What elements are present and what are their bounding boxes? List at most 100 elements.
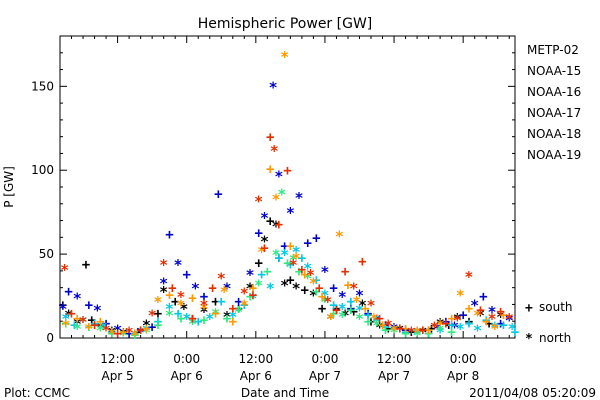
data-point: * <box>473 322 482 340</box>
data-point: + <box>90 316 98 332</box>
data-point: + <box>85 297 93 313</box>
data-point: + <box>154 314 162 330</box>
data-point: * <box>473 307 482 325</box>
data-point: + <box>96 314 104 330</box>
data-point: + <box>136 323 144 339</box>
data-point: * <box>320 293 329 311</box>
data-point: + <box>298 262 306 278</box>
x-tick-label-date: Apr 8 <box>447 369 479 383</box>
data-point: + <box>447 318 455 334</box>
data-point: * <box>199 303 208 321</box>
data-point: + <box>347 294 355 310</box>
data-point: * <box>464 268 473 286</box>
data-point: + <box>295 264 303 280</box>
data-point: * <box>496 308 505 326</box>
data-point: * <box>73 315 82 333</box>
data-point: * <box>107 325 116 343</box>
y-tick-label: 100 <box>31 163 54 177</box>
data-point: + <box>445 318 453 334</box>
data-point: + <box>257 267 265 283</box>
data-point: + <box>119 324 127 340</box>
data-point: + <box>165 287 173 303</box>
data-point: * <box>58 300 67 318</box>
data-point: * <box>119 325 128 343</box>
data-point: + <box>401 323 409 339</box>
data-point: * <box>355 286 364 304</box>
data-point: * <box>292 249 301 267</box>
data-point: + <box>85 319 93 335</box>
data-point: * <box>490 318 499 336</box>
data-point: + <box>286 239 294 255</box>
data-point: * <box>395 322 404 340</box>
data-point: + <box>249 287 257 303</box>
data-point: + <box>347 301 355 317</box>
data-point: + <box>485 316 493 332</box>
data-point: * <box>73 320 82 338</box>
data-point: * <box>355 301 364 319</box>
data-point: * <box>352 293 361 311</box>
data-point: * <box>487 310 496 328</box>
data-point: + <box>465 316 473 332</box>
data-point: + <box>401 321 409 337</box>
data-point: + <box>275 250 283 266</box>
data-point: * <box>430 318 439 336</box>
data-point: + <box>447 324 455 340</box>
data-point: * <box>505 310 514 328</box>
data-point: + <box>211 294 219 310</box>
data-point: * <box>260 209 269 227</box>
data-point: + <box>465 314 473 330</box>
data-point: + <box>375 311 383 327</box>
data-point: * <box>323 293 332 311</box>
data-point: * <box>220 283 229 301</box>
x-axis: 12:00 Apr 5 0:00 Apr 6 12:00 Apr 6 0:00 Apr 7 12… <box>59 36 510 383</box>
data-point: * <box>234 303 243 321</box>
data-point: + <box>347 302 355 318</box>
series-noaa-18: * +* +* + * +* +* +* +*+*+*+**+*+ *+**+* +* + * + * + * +… <box>61 48 507 345</box>
data-point: + <box>182 267 190 283</box>
data-point: + <box>254 256 262 272</box>
legend-entry: NOAA-17 <box>527 106 581 120</box>
data-point: + <box>312 272 320 288</box>
marker-legend-label: north <box>539 331 571 345</box>
data-point: + <box>298 250 306 266</box>
data-point: + <box>427 321 435 337</box>
data-point: + <box>496 316 504 332</box>
data-point: * <box>79 313 88 331</box>
data-point: * <box>159 256 168 274</box>
data-point: * <box>372 313 381 331</box>
data-point: * <box>60 261 69 279</box>
data-point: * <box>407 323 416 341</box>
data-point: * <box>199 296 208 314</box>
data-point: * <box>372 317 381 335</box>
data-point: + <box>283 163 291 179</box>
data-point: + <box>171 294 179 310</box>
data-point: * <box>179 300 188 318</box>
data-point: * <box>372 312 381 330</box>
data-point: * <box>303 270 312 288</box>
data-point: * <box>159 283 168 301</box>
data-point: + <box>364 306 372 322</box>
data-point: + <box>131 328 139 344</box>
data-point: + <box>211 306 219 322</box>
x-tick-label-time: 0:00 <box>173 352 200 366</box>
data-point: * <box>142 317 151 335</box>
data-point: * <box>148 307 157 325</box>
data-point: * <box>390 323 399 341</box>
data-point: + <box>341 264 349 280</box>
data-point: + <box>344 277 352 293</box>
data-point: + <box>165 227 173 243</box>
data-point: * <box>453 312 462 330</box>
data-point: * <box>271 218 280 236</box>
data-point: + <box>102 316 110 332</box>
x-tick-label-time: 12:00 <box>239 352 274 366</box>
data-point: * <box>280 246 289 264</box>
y-tick-label: 0 <box>46 331 54 345</box>
data-point: + <box>266 214 274 230</box>
data-point: * <box>456 320 465 338</box>
data-point: * <box>369 310 378 328</box>
data-point: + <box>381 318 389 334</box>
data-point: + <box>223 311 231 327</box>
series-noaa-16: * + * + * + * + * +* + * + *+*+ *+*+*+*+*+*+ * + * + * + * + * +… <box>61 243 519 345</box>
data-point: + <box>329 306 337 322</box>
